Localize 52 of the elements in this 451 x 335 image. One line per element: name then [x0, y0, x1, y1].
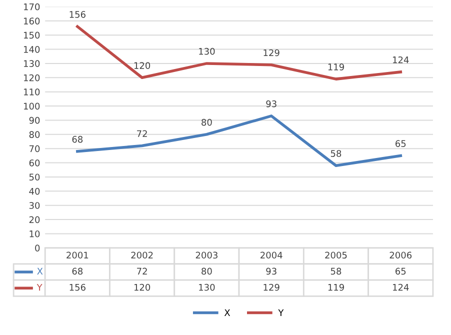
text: 93	[266, 268, 276, 275]
y-tick-label: 140	[24, 46, 40, 53]
data-label: 129	[264, 49, 280, 56]
data-label: 68	[72, 136, 83, 143]
y-tick-label: 160	[24, 18, 40, 24]
text: 72	[137, 268, 147, 275]
text: 68	[72, 268, 83, 275]
y-tick-label: 30	[29, 202, 40, 209]
text: 156	[70, 284, 86, 291]
data-label: 58	[330, 150, 342, 157]
text: 129	[264, 284, 280, 291]
y-tick-label: 120	[24, 74, 40, 82]
text: 119	[328, 284, 344, 291]
data-label: 72	[137, 130, 147, 137]
y-tick-label: 170	[24, 3, 40, 10]
text: 120	[134, 284, 150, 291]
y-tick-label: 70	[29, 145, 40, 152]
x-tick-label: 2004	[260, 252, 282, 259]
x-tick-label: 2005	[325, 252, 347, 259]
text: 130	[199, 284, 215, 291]
data-label: 65	[396, 140, 406, 147]
text: Y	[278, 309, 284, 316]
data-label: 120	[134, 62, 150, 69]
y-tick-label: 110	[24, 88, 40, 96]
y-tick-label: 150	[24, 32, 40, 39]
y-tick-label: 40	[29, 188, 40, 195]
text: 65	[396, 268, 406, 275]
x-tick-label: 2003	[196, 252, 218, 259]
text: 124	[393, 284, 409, 291]
data-label: 130	[199, 48, 215, 55]
text: 58	[330, 268, 342, 275]
data-label: 80	[202, 118, 212, 126]
y-tick-label: 0	[35, 244, 40, 252]
x-tick-label: 2001	[66, 252, 88, 259]
data-label: 124	[393, 56, 409, 64]
y-tick-label: 100	[24, 102, 40, 110]
x-tick-label: 2006	[390, 252, 412, 259]
data-label: 119	[328, 64, 344, 70]
y-tick-label: 90	[29, 116, 40, 124]
y-tick-label: 20	[29, 216, 40, 224]
y-tick-label: 60	[29, 160, 40, 166]
y-tick-label: 10	[30, 230, 40, 238]
data-label: 93	[266, 100, 276, 108]
x-tick-label: 2002	[131, 252, 153, 259]
y-tick-label: 130	[24, 60, 40, 68]
legend-label: Y	[36, 284, 42, 291]
data-label: 156	[70, 11, 86, 18]
legend-label: X	[37, 268, 43, 275]
y-tick-label: 80	[29, 131, 40, 138]
text: X	[224, 309, 230, 316]
y-tick-label: 50	[29, 174, 40, 181]
text: 80	[202, 268, 212, 275]
